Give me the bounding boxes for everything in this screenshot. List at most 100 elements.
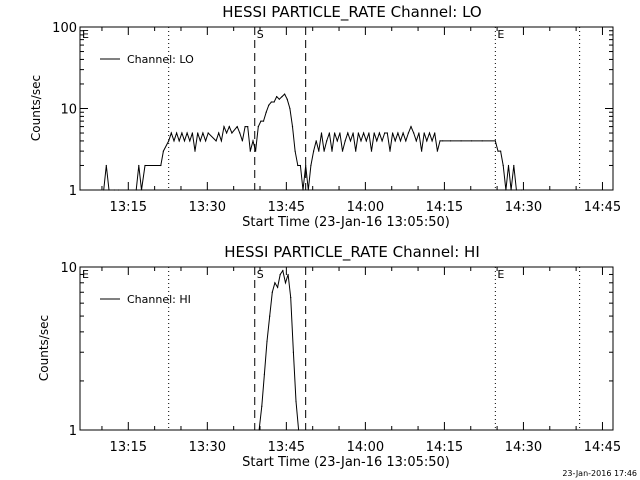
lo-data-point [160,164,162,167]
lo-data-point [118,189,120,191]
lo-data-point [347,132,349,134]
hi-y-tick-label: 1 [69,424,77,439]
hi-legend-label: Channel: HI [127,293,191,306]
hi-data-point [292,351,294,353]
hi-data-point [277,286,279,288]
lo-data-point [183,140,186,142]
lo-legend-label: Channel: LO [127,53,194,66]
lo-data-point [79,189,81,191]
lo-data-point [460,140,462,142]
hi-x-tick-label: 13:15 [110,440,147,455]
hi-x-tick-label: 14:00 [347,440,384,455]
lo-data-point [226,132,228,134]
lo-data-point [215,140,217,142]
lo-data-point [373,132,375,134]
hi-data-point [269,315,271,317]
lo-data-point [265,111,267,113]
lo-data-point [247,126,249,128]
hi-data-point [279,273,281,276]
lo-x-axis-label: Start Time (23-Jan-16 13:05:50) [242,215,450,230]
hi-x-axis-label: Start Time (23-Jan-16 13:05:50) [242,455,450,470]
lo-y-tick-label: 1 [69,184,77,199]
lo-data-point [268,104,270,106]
lo-data-point [339,132,341,134]
lo-data-point [241,140,243,142]
lo-data-point [284,93,286,95]
lo-data-point [386,132,388,134]
lo-y-axis-label: Counts/sec [29,75,43,141]
lo-data-point [336,140,338,142]
lo-x-tick-label: 13:45 [268,200,305,215]
lo-data-point [176,132,178,134]
lo-data-point [173,140,175,142]
lo-data-point [138,164,140,167]
lo-data-point [442,140,444,142]
lo-data-point [392,132,394,134]
lo-data-point [428,132,431,134]
hi-x-tick-label: 13:45 [268,440,305,455]
lo-data-point [178,140,180,142]
lo-data-point [113,189,115,191]
lo-x-tick-label: 14:30 [505,200,542,215]
lo-data-point [389,150,391,152]
lo-data-point [273,101,275,103]
lo-data-point [426,140,428,142]
lo-data-point [135,189,137,191]
lo-data-point [255,150,257,152]
lo-data-point [439,140,441,142]
lo-y-tick-label: 10 [60,103,77,118]
lo-data-point [326,140,328,142]
lo-data-point [162,150,164,152]
lo-data-point [363,132,365,134]
lo-marker-label: E [497,28,504,41]
lo-data-point [502,164,504,167]
generation-date: 23-Jan-2016 17:46 [562,469,637,478]
hi-chart-title: HESSI PARTICLE_RATE Channel: HI [224,243,480,262]
lo-data-point [199,140,201,142]
lo-data-point [436,150,438,152]
lo-data-point [281,96,283,98]
lo-data-point [244,126,246,128]
lo-data-point [344,140,346,142]
lo-x-tick-label: 13:15 [110,200,147,215]
lo-data-point [328,132,330,134]
lo-data-point [376,140,378,142]
lo-data-point [450,140,452,142]
lo-data-point [494,140,496,142]
lo-data-point [310,164,312,167]
lo-data-point [294,150,296,152]
lo-data-point [368,132,370,134]
hi-x-tick-label: 14:15 [426,440,463,455]
lo-data-point [434,132,436,134]
hi-data-point [298,429,300,431]
lo-data-point [370,150,373,152]
lo-data-point [205,140,207,142]
lo-data-point [218,132,220,134]
lo-data-point [381,140,383,142]
lo-data-point [513,164,515,167]
lo-data-point [334,132,336,134]
hi-y-axis-label: Counts/sec [37,315,51,381]
lo-data-point [299,164,301,167]
hi-data-point [266,340,268,342]
hi-data-point [261,405,263,407]
lo-data-point [407,132,409,134]
lo-data-point [289,107,291,110]
lo-data-point [197,132,199,134]
lo-data-point [521,189,523,191]
lo-data-point [507,164,510,167]
lo-data-point [505,189,507,191]
lo-x-tick-label: 13:30 [189,200,226,215]
lo-data-point [239,132,241,134]
lo-data-point [260,120,262,122]
lo-data-point [394,140,396,142]
lo-data-point [399,140,402,142]
lo-data-point [323,150,325,152]
hi-data-point [271,291,273,293]
lo-data-point [355,150,357,152]
lo-x-tick-label: 14:45 [584,200,621,215]
lo-data-point [378,132,380,134]
lo-data-point [497,150,499,152]
lo-marker-label: S [257,28,264,41]
